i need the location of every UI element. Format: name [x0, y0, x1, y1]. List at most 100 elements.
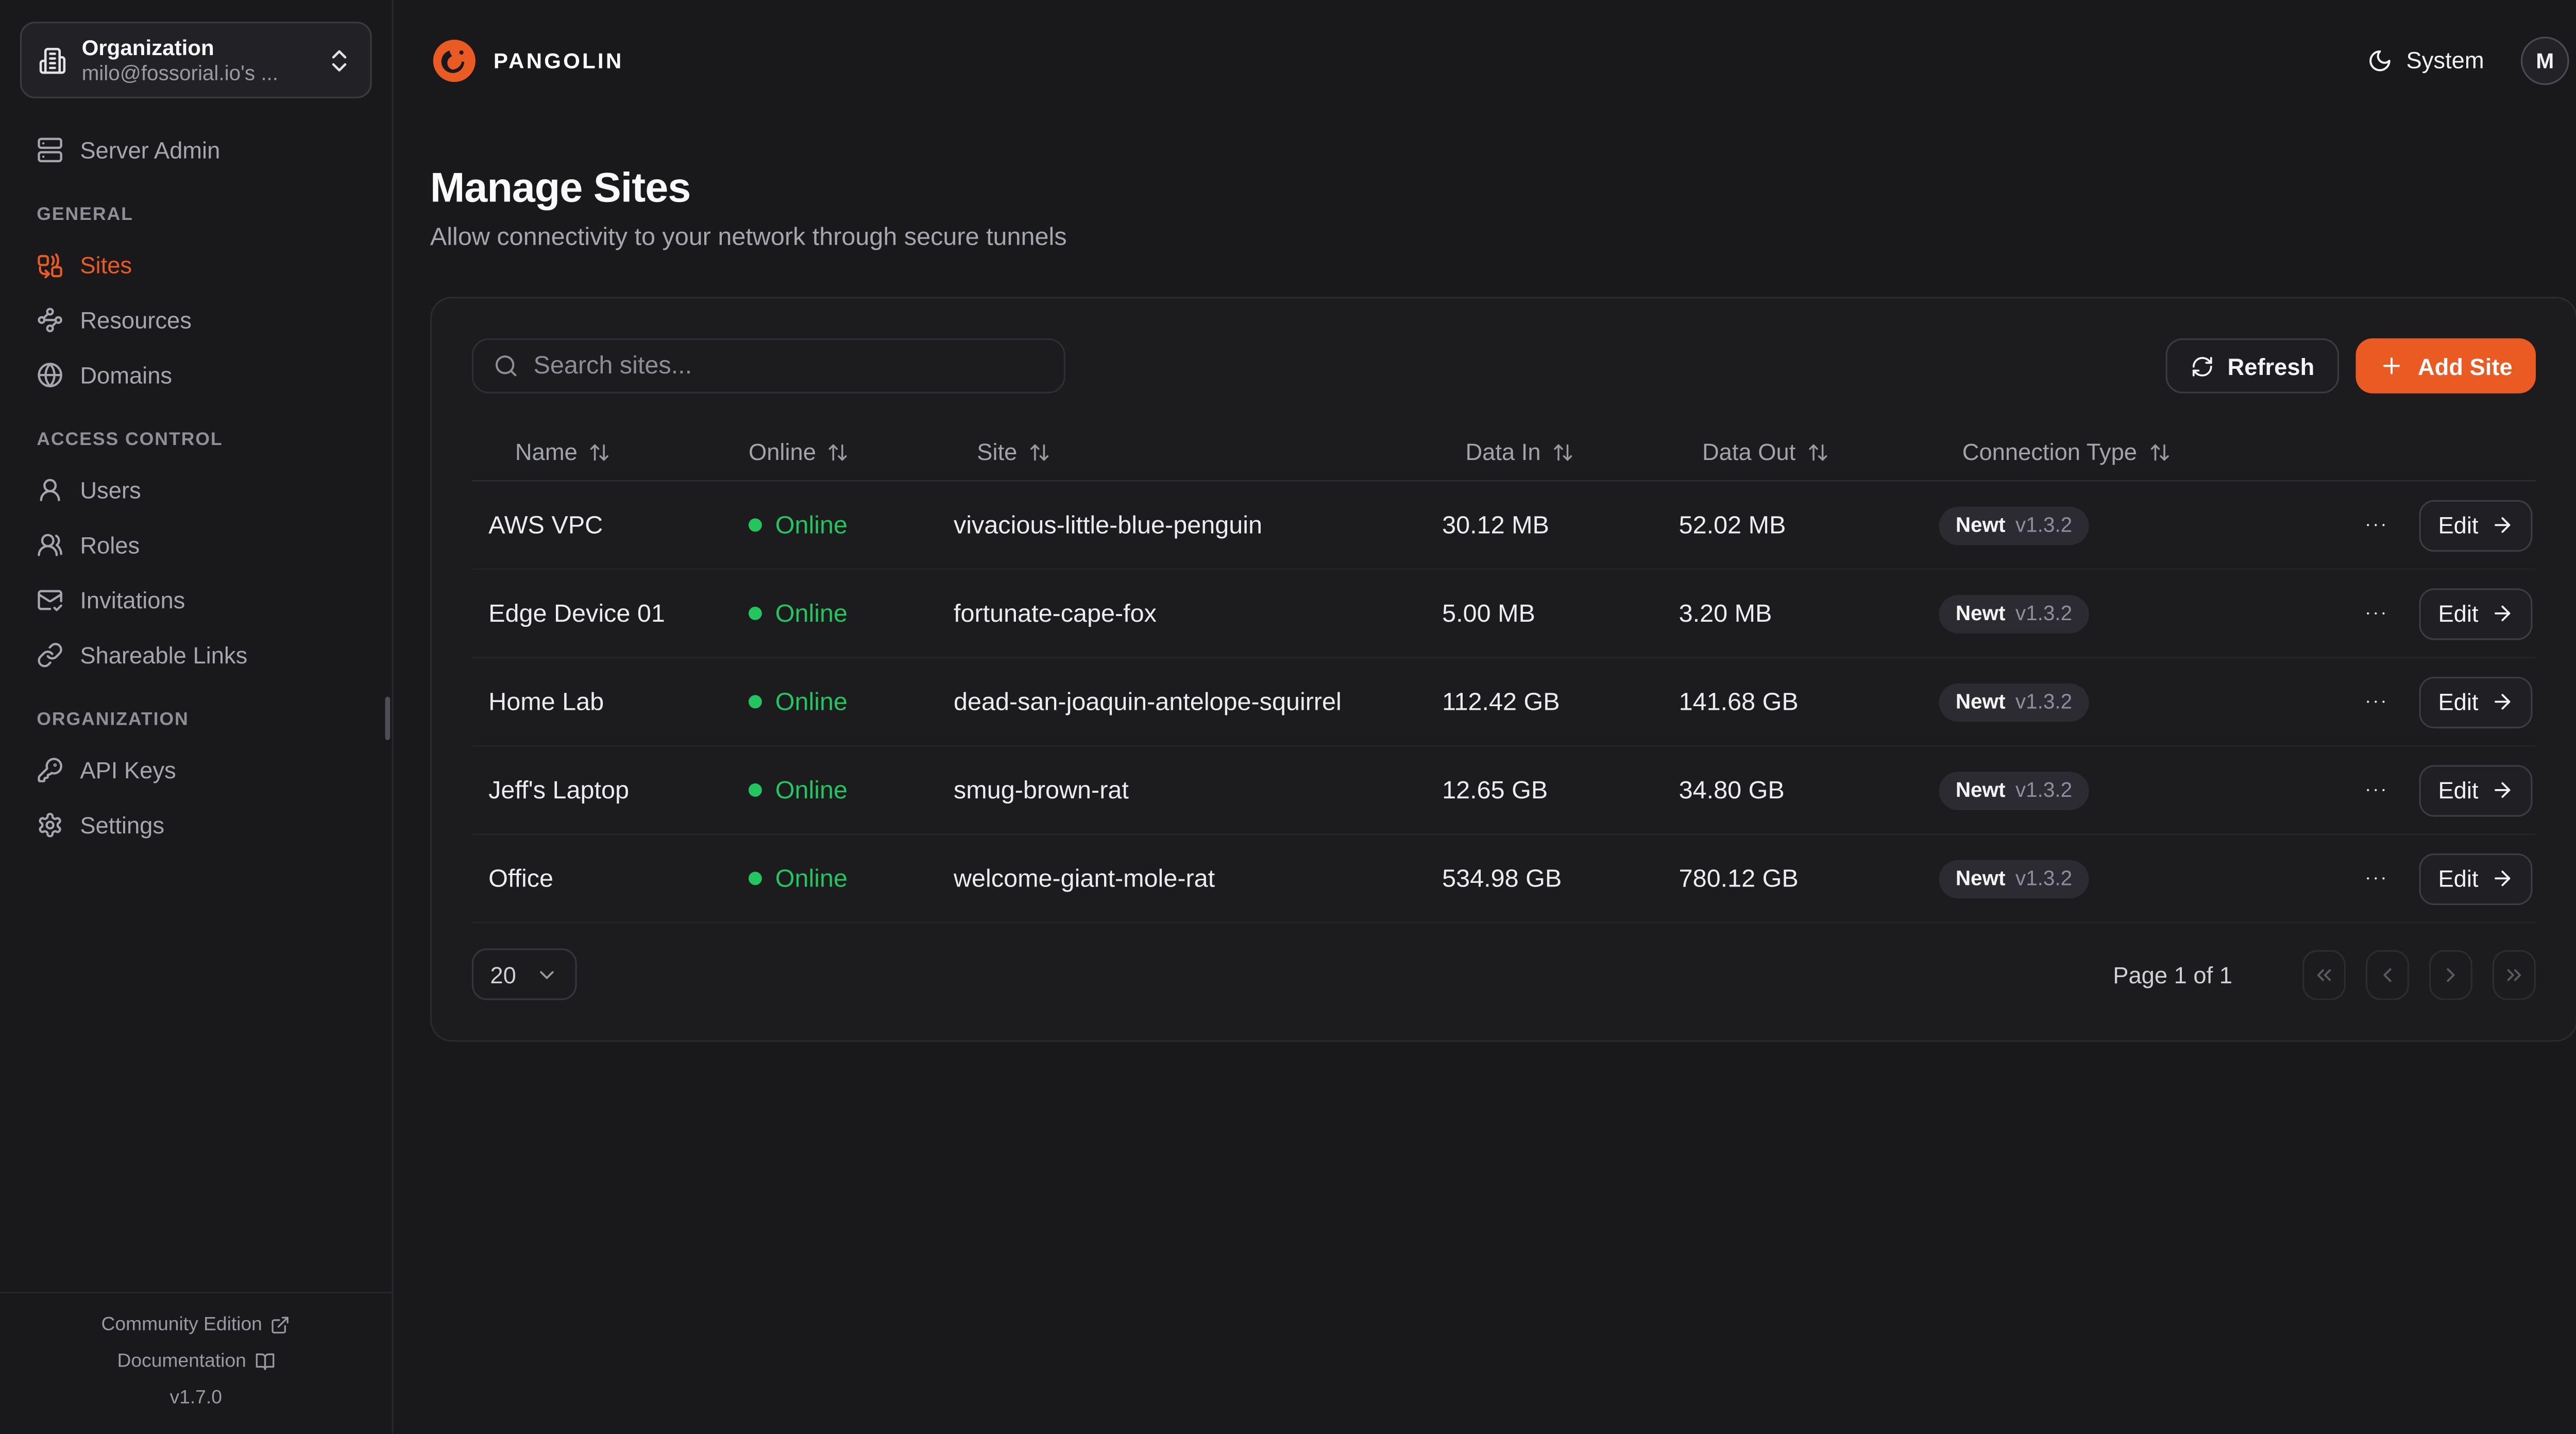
- org-selector-value: milo@fossorial.io's ...: [81, 61, 279, 84]
- site-tunnel-name: welcome-giant-mole-rat: [953, 864, 1215, 893]
- book-open-icon: [255, 1352, 275, 1372]
- table-body: AWS VPC Online vivacious-little-blue-pen…: [471, 482, 2536, 924]
- column-header-connection-type[interactable]: Connection Type: [1939, 438, 2355, 465]
- online-status-label: Online: [775, 864, 848, 893]
- org-selector[interactable]: Organization milo@fossorial.io's ...: [20, 22, 372, 98]
- building-icon: [38, 46, 66, 74]
- add-site-button[interactable]: Add Site: [2356, 338, 2536, 394]
- table-row: Jeff's Laptop Online smug-brown-rat 12.6…: [471, 747, 2536, 835]
- arrow-right-icon: [2490, 778, 2513, 801]
- connection-type-version: v1.3.2: [2015, 778, 2073, 802]
- site-status: Online: [748, 776, 954, 805]
- theme-toggle[interactable]: System: [2368, 46, 2484, 74]
- topbar: PANGOLIN System M: [394, 0, 2576, 120]
- connection-type-badge: Newt v1.3.2: [1939, 682, 2089, 721]
- sidebar-item-users[interactable]: Users: [20, 462, 372, 517]
- sidebar-item-resources[interactable]: Resources: [20, 292, 372, 347]
- edit-site-button[interactable]: Edit: [2419, 764, 2533, 816]
- column-header-data-in[interactable]: Data In: [1442, 438, 1679, 465]
- chevrons-left-icon: [2312, 963, 2335, 986]
- connection-type-badge: Newt v1.3.2: [1939, 594, 2089, 633]
- data-in-value: 5.00 MB: [1442, 599, 1535, 628]
- brand-logo[interactable]: PANGOLIN: [430, 36, 624, 84]
- last-page-button[interactable]: [2492, 949, 2536, 999]
- connection-type-badge: Newt v1.3.2: [1939, 771, 2089, 810]
- key-icon: [37, 756, 63, 783]
- arrow-right-icon: [2490, 867, 2513, 890]
- page-title: Manage Sites: [430, 165, 691, 212]
- connection-type-badge: Newt v1.3.2: [1939, 506, 2089, 544]
- sidebar-item-label: Domains: [80, 361, 173, 388]
- search-input[interactable]: [533, 351, 1044, 380]
- edit-site-button[interactable]: Edit: [2419, 499, 2533, 551]
- documentation-link[interactable]: Documentation: [0, 1343, 392, 1380]
- sidebar-footer: Community Edition Documentation v1.7.0: [0, 1291, 392, 1433]
- next-page-button[interactable]: [2429, 949, 2472, 999]
- chevrons-up-down-icon: [325, 46, 353, 74]
- site-tunnel-name: fortunate-cape-fox: [953, 599, 1157, 628]
- online-status-label: Online: [775, 510, 848, 539]
- sort-icon: [2149, 441, 2171, 463]
- mail-check-icon: [37, 586, 63, 612]
- sidebar-section-general: GENERAL: [37, 205, 133, 225]
- column-header-site[interactable]: Site: [954, 438, 1442, 465]
- connection-type-name: Newt: [1955, 778, 2006, 802]
- site-status: Online: [748, 599, 954, 627]
- search-icon: [494, 353, 519, 379]
- sidebar-section-organization: ORGANIZATION: [37, 710, 189, 730]
- arrow-right-icon: [2490, 602, 2513, 625]
- plus-icon: [2379, 353, 2404, 379]
- arrow-right-icon: [2490, 514, 2513, 537]
- refresh-icon: [2191, 354, 2214, 378]
- table-row: Office Online welcome-giant-mole-rat 534…: [471, 835, 2536, 924]
- sidebar-item-sites[interactable]: Sites: [20, 237, 372, 292]
- chevrons-right-icon: [2502, 963, 2526, 986]
- server-icon: [37, 136, 63, 163]
- edit-site-button[interactable]: Edit: [2419, 852, 2533, 904]
- ellipsis-icon: [2362, 777, 2389, 804]
- theme-label: System: [2406, 46, 2484, 74]
- sidebar-item-roles[interactable]: Roles: [20, 517, 372, 572]
- pagination: 20 Page 1 of 1: [471, 948, 2536, 1000]
- community-edition-link[interactable]: Community Edition: [0, 1307, 392, 1343]
- site-tunnel-name: vivacious-little-blue-penguin: [953, 510, 1263, 539]
- sidebar-item-invitations[interactable]: Invitations: [20, 572, 372, 627]
- globe-icon: [37, 361, 63, 388]
- sidebar-item-label: Roles: [80, 531, 140, 558]
- column-header-name[interactable]: Name: [472, 438, 749, 465]
- site-tunnel-name: smug-brown-rat: [953, 776, 1129, 805]
- sidebar-nav: Server Admin GENERAL Sites Resources Do: [20, 122, 372, 851]
- sidebar-scrollbar-thumb[interactable]: [385, 696, 391, 740]
- row-actions-menu-button[interactable]: [2359, 862, 2393, 895]
- edit-site-button[interactable]: Edit: [2419, 676, 2533, 728]
- avatar[interactable]: M: [2520, 36, 2569, 84]
- sidebar-item-settings[interactable]: Settings: [20, 797, 372, 852]
- data-in-value: 534.98 GB: [1442, 864, 1562, 893]
- refresh-button[interactable]: Refresh: [2165, 338, 2340, 394]
- table-header: Name Online Site Data In: [471, 423, 2536, 482]
- row-actions-menu-button[interactable]: [2359, 596, 2393, 630]
- sidebar-item-domains[interactable]: Domains: [20, 347, 372, 402]
- sidebar-item-shareable-links[interactable]: Shareable Links: [20, 627, 372, 682]
- page-size-select[interactable]: 20: [471, 948, 577, 1000]
- row-actions-menu-button[interactable]: [2359, 774, 2393, 807]
- first-page-button[interactable]: [2302, 949, 2346, 999]
- row-actions-menu-button[interactable]: [2359, 685, 2393, 719]
- sidebar-item-label: Shareable Links: [80, 641, 248, 668]
- sidebar-item-server-admin[interactable]: Server Admin: [20, 122, 372, 177]
- online-status-dot: [748, 606, 762, 620]
- main-content: PANGOLIN System M Manage Sites Allow con…: [394, 0, 2576, 1433]
- row-actions-menu-button[interactable]: [2359, 508, 2393, 542]
- online-status-label: Online: [775, 776, 848, 805]
- connection-type-version: v1.3.2: [2015, 690, 2073, 714]
- previous-page-button[interactable]: [2365, 949, 2410, 999]
- edit-site-button[interactable]: Edit: [2419, 587, 2533, 640]
- column-header-online[interactable]: Online: [749, 438, 954, 465]
- sites-table: Name Online Site Data In: [471, 423, 2536, 924]
- sidebar-item-api-keys[interactable]: API Keys: [20, 742, 372, 797]
- data-out-value: 34.80 GB: [1679, 776, 1785, 805]
- site-status: Online: [748, 510, 954, 539]
- user-icon: [37, 476, 63, 503]
- column-header-data-out[interactable]: Data Out: [1679, 438, 1939, 465]
- data-out-value: 780.12 GB: [1679, 864, 1799, 893]
